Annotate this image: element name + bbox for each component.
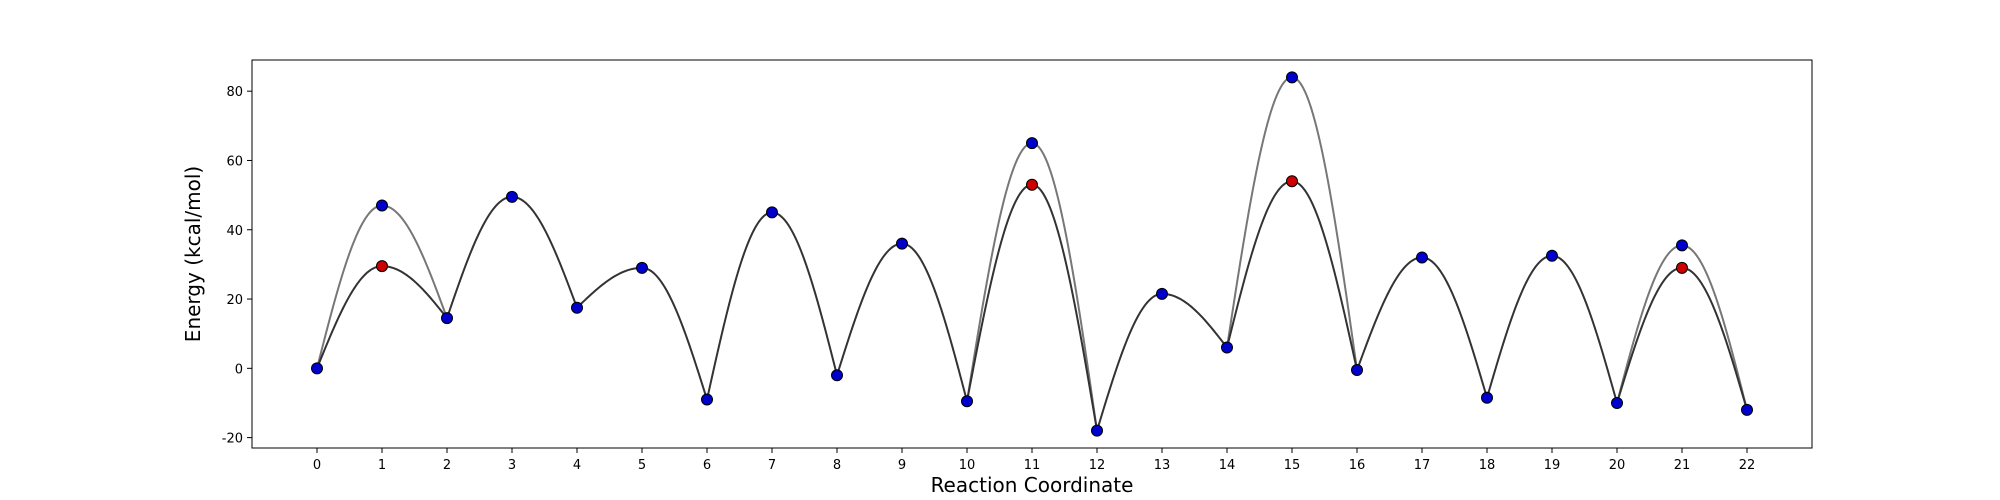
energy-curve-segment xyxy=(901,242,968,402)
energy-curve-segment xyxy=(706,211,773,400)
data-point-marker xyxy=(1286,71,1298,84)
data-point-marker xyxy=(1351,364,1363,377)
data-point-marker xyxy=(1416,251,1428,264)
data-point-marker xyxy=(1026,178,1038,191)
data-point-marker xyxy=(701,393,713,406)
x-tick-label: 9 xyxy=(898,458,906,473)
data-point-marker xyxy=(961,395,973,408)
markers-layer xyxy=(311,71,1753,437)
energy-curve-segment xyxy=(1161,292,1228,349)
energy-curve-segment xyxy=(966,183,1033,402)
energy-curve-segment xyxy=(381,204,448,319)
data-point-marker xyxy=(896,237,908,250)
data-point-marker xyxy=(376,199,388,212)
x-tick-label: 21 xyxy=(1674,458,1691,473)
energy-curve-segment xyxy=(1031,142,1098,431)
y-tick-label: 20 xyxy=(226,293,243,308)
data-point-marker xyxy=(636,261,648,274)
energy-curve-segment xyxy=(1291,76,1358,371)
x-tick-label: 2 xyxy=(443,458,451,473)
x-tick-label: 3 xyxy=(508,458,516,473)
energy-curve-segment xyxy=(1616,244,1683,404)
energy-curve-segment xyxy=(771,211,838,376)
data-point-marker xyxy=(1091,424,1103,437)
data-point-marker xyxy=(1026,137,1038,150)
data-point-marker xyxy=(1546,249,1558,262)
x-tick-label: 12 xyxy=(1089,458,1106,473)
plot-frame xyxy=(251,59,1813,449)
y-tick-label: 80 xyxy=(226,85,243,100)
energy-curve-segment xyxy=(1356,256,1423,371)
energy-curve-segment xyxy=(576,266,643,309)
energy-curve-segment xyxy=(1681,266,1748,411)
x-tick-label: 0 xyxy=(313,458,321,473)
y-tick-label: 0 xyxy=(235,362,243,377)
data-point-marker xyxy=(1741,403,1753,416)
energy-curve-segment xyxy=(1226,76,1293,348)
curves-layer xyxy=(316,76,1748,431)
x-tick-label: 6 xyxy=(703,458,711,473)
data-point-marker xyxy=(376,260,388,273)
x-tick-label: 13 xyxy=(1154,458,1171,473)
energy-curve-segment xyxy=(511,195,578,309)
data-point-marker xyxy=(831,369,843,382)
energy-curve-segment xyxy=(316,265,383,369)
energy-curve-segment xyxy=(836,242,903,376)
x-tick-label: 11 xyxy=(1024,458,1041,473)
data-point-marker xyxy=(1286,175,1298,188)
y-tick-label: 40 xyxy=(226,224,243,239)
energy-curve-segment xyxy=(641,266,708,400)
x-tick-label: 20 xyxy=(1609,458,1626,473)
x-tick-label: 17 xyxy=(1414,458,1431,473)
data-point-marker xyxy=(571,301,583,314)
energy-curve-segment xyxy=(1681,244,1748,411)
y-axis-title: Energy (kcal/mol) xyxy=(181,166,205,342)
data-point-marker xyxy=(1676,261,1688,274)
x-tick-label: 5 xyxy=(638,458,646,473)
data-point-marker xyxy=(441,312,453,325)
energy-curve-segment xyxy=(1421,256,1488,399)
x-tick-label: 16 xyxy=(1349,458,1366,473)
x-tick-label: 15 xyxy=(1284,458,1301,473)
energy-curve-segment xyxy=(1291,180,1358,371)
energy-curve-segment xyxy=(1551,254,1618,404)
energy-curve-segment xyxy=(1616,266,1683,404)
data-point-marker xyxy=(1676,239,1688,252)
x-axis-title: Reaction Coordinate xyxy=(931,473,1134,497)
x-axis: 0 1 2 3 4 5 6 7 8 9 10 11 12 13 14 15 16 17 18 19 20 21 22 xyxy=(313,448,1755,473)
x-tick-label: 1 xyxy=(378,458,386,473)
x-tick-label: 4 xyxy=(573,458,581,473)
x-tick-label: 7 xyxy=(768,458,776,473)
data-point-marker xyxy=(1221,341,1233,354)
y-tick-label: 60 xyxy=(226,154,243,169)
energy-curve-segment xyxy=(1226,180,1293,348)
data-point-marker xyxy=(766,206,778,219)
energy-curve-segment xyxy=(446,195,513,319)
data-point-marker xyxy=(311,362,323,375)
y-tick-label: -20 xyxy=(222,432,243,447)
energy-curve-segment xyxy=(1486,254,1553,399)
data-point-marker xyxy=(1611,396,1623,409)
x-tick-label: 10 xyxy=(959,458,976,473)
x-tick-label: 14 xyxy=(1219,458,1236,473)
energy-curve-segment xyxy=(381,265,448,319)
energy-curve-segment xyxy=(316,204,383,369)
data-point-marker xyxy=(1481,391,1493,404)
x-tick-label: 8 xyxy=(833,458,841,473)
energy-curve-segment xyxy=(966,142,1033,402)
y-axis: -20 0 20 40 60 80 xyxy=(222,85,252,447)
energy-curve-segment xyxy=(1096,292,1163,431)
x-tick-label: 19 xyxy=(1544,458,1561,473)
data-point-marker xyxy=(506,190,518,203)
x-tick-label: 22 xyxy=(1739,458,1756,473)
x-tick-label: 18 xyxy=(1479,458,1496,473)
data-point-marker xyxy=(1156,287,1168,300)
energy-curve-segment xyxy=(1031,183,1098,431)
